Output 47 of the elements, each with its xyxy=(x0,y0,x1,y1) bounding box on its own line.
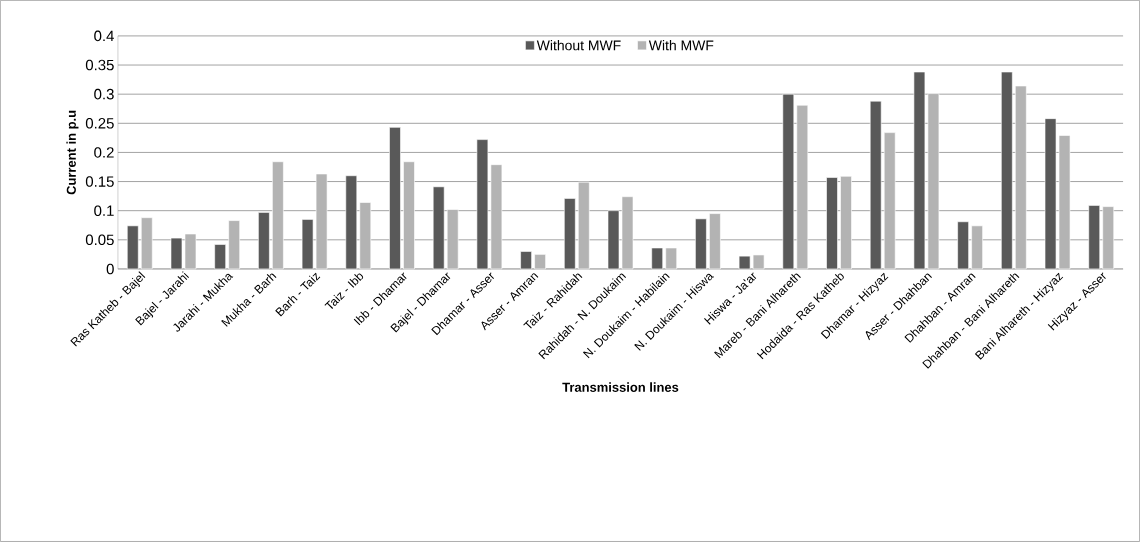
bar xyxy=(1088,205,1101,270)
bar xyxy=(1015,85,1027,270)
y-tick-label: 0 xyxy=(106,263,114,275)
bar xyxy=(432,186,445,270)
bar xyxy=(1102,206,1115,270)
bar xyxy=(665,247,678,270)
bar xyxy=(651,247,664,270)
y-tick-label: 0.05 xyxy=(85,234,114,246)
bar xyxy=(258,212,270,270)
y-tick-label: 0.15 xyxy=(85,176,114,187)
bar xyxy=(695,218,707,270)
bar xyxy=(126,225,139,270)
bar xyxy=(869,100,882,270)
y-axis-title: Current in p.u xyxy=(66,110,79,195)
bar xyxy=(520,251,532,270)
x-tick-label: Taiz - Ibb xyxy=(324,273,364,309)
y-tick-label: 0.3 xyxy=(94,88,114,100)
bar xyxy=(709,213,721,270)
legend-label: With MWF xyxy=(648,40,714,51)
bar xyxy=(840,176,852,270)
y-tick-label: 0.1 xyxy=(94,205,114,217)
bar xyxy=(403,161,415,270)
bar xyxy=(534,254,546,270)
bar xyxy=(782,93,795,270)
bar xyxy=(214,244,226,270)
y-tick-label: 0.4 xyxy=(94,30,114,42)
bar xyxy=(826,177,838,270)
bar xyxy=(578,181,590,270)
y-tick-label: 0.35 xyxy=(85,59,114,71)
bar xyxy=(389,127,401,270)
bar xyxy=(564,198,576,270)
bar xyxy=(883,132,896,270)
bar xyxy=(228,220,240,270)
y-tick-label: 0.25 xyxy=(85,118,114,129)
x-tick-label: Barh - Taiz xyxy=(275,272,321,317)
bar xyxy=(272,161,284,270)
x-axis-title: Transmission lines xyxy=(562,382,679,392)
bar xyxy=(971,225,983,270)
bar xyxy=(446,209,459,270)
bar xyxy=(140,217,153,270)
bar xyxy=(957,221,969,270)
bar xyxy=(796,104,809,270)
bar xyxy=(1001,71,1013,270)
bar xyxy=(345,175,358,270)
legend-label: Without MWF xyxy=(536,40,621,51)
bar xyxy=(359,202,372,270)
y-tick-label: 0.2 xyxy=(94,147,114,158)
